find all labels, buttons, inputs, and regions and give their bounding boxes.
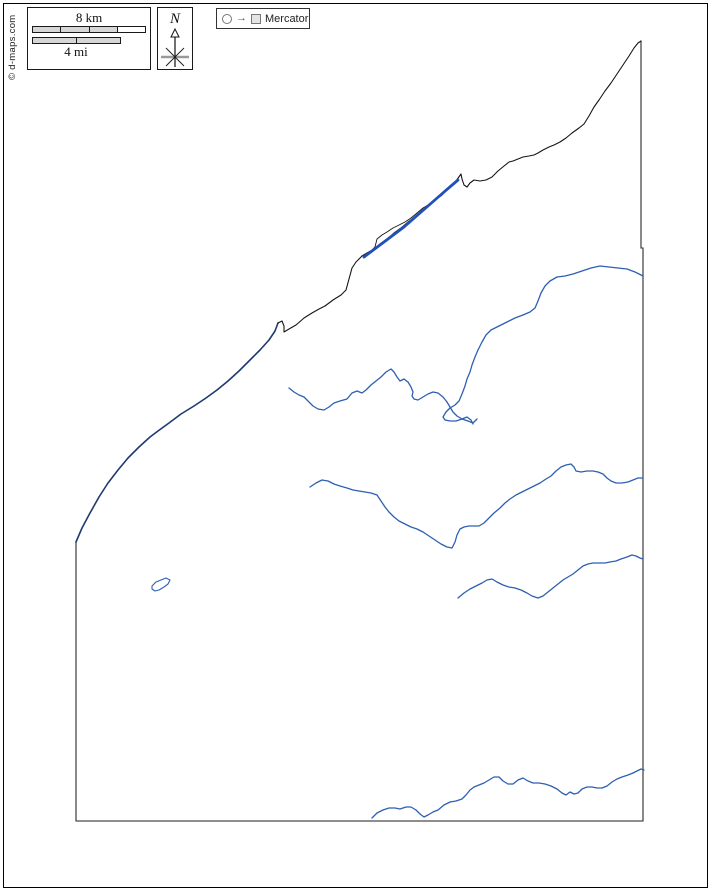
scale-segment: [33, 38, 76, 43]
scale-segment: [60, 27, 89, 32]
north-label: N: [169, 11, 180, 27]
coastal-spit: [366, 204, 429, 256]
river-upper-middle: [288, 368, 478, 424]
compass-arrowhead: [170, 27, 180, 38]
map-border: [75, 40, 644, 822]
scale-km-label: 8 km: [75, 10, 103, 25]
scale-bar-box: 8 km 4 mi: [27, 7, 151, 70]
copyright-text: © d-maps.com: [7, 14, 18, 80]
river-south: [371, 768, 645, 819]
river-middle: [309, 463, 644, 549]
scale-segment: [33, 27, 61, 32]
north-arrow-box: N: [157, 7, 193, 70]
coastline-southwest: [75, 322, 279, 543]
projection-label: Mercator: [265, 12, 309, 25]
scale-mi-bar: [32, 37, 121, 44]
coastline-north: [277, 40, 642, 333]
right-arrow-icon: →: [236, 12, 247, 24]
lake-small: [151, 577, 171, 592]
river-lower-middle: [457, 554, 644, 599]
flat-map-square-icon: [251, 13, 261, 24]
scale-km-bar: [32, 26, 146, 33]
scale-segment: [76, 38, 120, 43]
coastal-canal: [362, 178, 460, 259]
scale-segment: [88, 27, 117, 32]
river-northeast: [442, 265, 644, 425]
globe-circle-icon: [222, 13, 232, 24]
projection-box: → Mercator: [216, 8, 310, 29]
compass-rose-icon: [161, 27, 189, 67]
scale-segment: [116, 27, 145, 32]
scale-mi-label: 4 mi: [64, 44, 88, 59]
